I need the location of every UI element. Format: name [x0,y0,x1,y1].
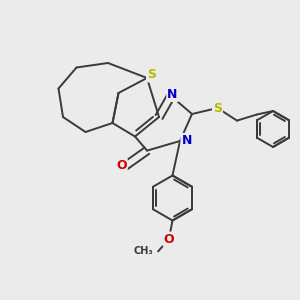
Text: CH₃: CH₃ [133,246,153,256]
Text: N: N [182,134,192,147]
Text: S: S [147,68,156,82]
Text: S: S [213,102,222,115]
Text: N: N [167,88,178,101]
Text: O: O [164,232,174,246]
Text: O: O [116,159,127,172]
